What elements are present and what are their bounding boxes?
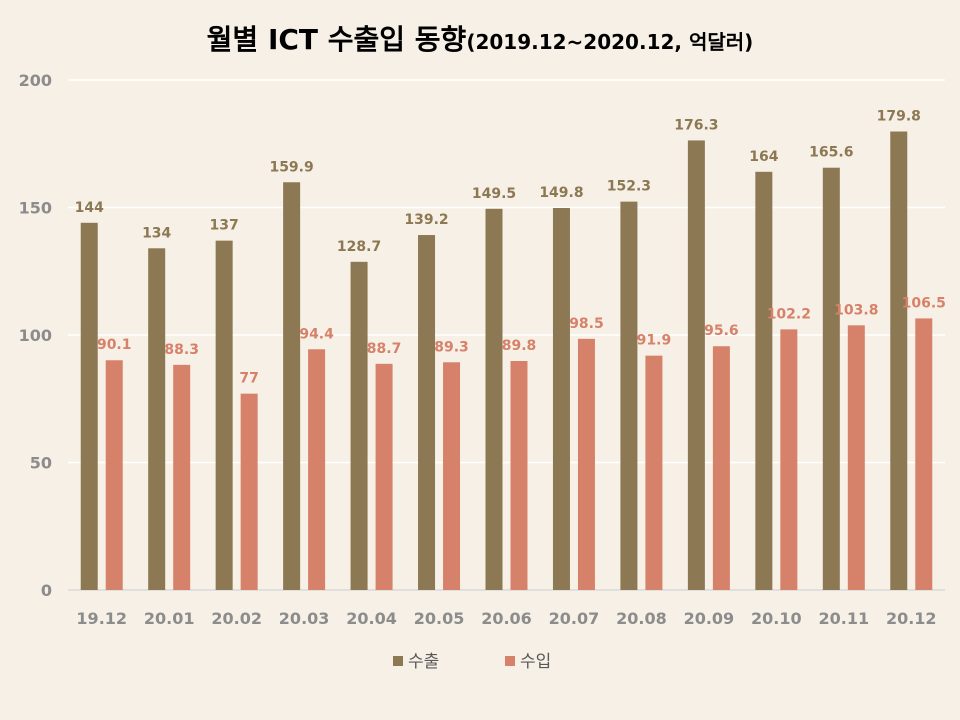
x-tick-label: 20.01 xyxy=(144,609,195,628)
bar-import xyxy=(510,361,528,590)
data-label-import: 89.3 xyxy=(434,339,469,355)
data-label-export: 165.6 xyxy=(809,145,853,161)
data-label-export: 152.3 xyxy=(607,179,651,195)
bar-export xyxy=(687,140,705,590)
data-label-export: 134 xyxy=(142,225,171,241)
data-label-import: 103.8 xyxy=(834,302,878,318)
data-label-import: 90.1 xyxy=(97,337,132,353)
bar-export xyxy=(485,208,503,590)
bar-export xyxy=(822,167,840,590)
bar-export xyxy=(552,208,570,590)
x-tick-label: 20.11 xyxy=(819,609,870,628)
bar-export xyxy=(148,248,166,591)
data-label-export: 159.9 xyxy=(269,159,313,175)
data-label-export: 149.8 xyxy=(539,185,583,201)
bar-import xyxy=(173,364,191,590)
legend-label-export: 수출 xyxy=(408,652,439,672)
bar-import xyxy=(308,349,326,590)
data-label-export: 176.3 xyxy=(674,117,718,133)
y-tick-label: 0 xyxy=(41,581,52,600)
x-tick-label: 20.03 xyxy=(279,609,330,628)
legend-swatch-import xyxy=(505,656,515,666)
chart-title-sub: (2019.12~2020.12, 억달러) xyxy=(466,30,754,54)
data-label-import: 91.9 xyxy=(637,333,672,349)
bar-import xyxy=(240,393,258,590)
y-tick-label: 100 xyxy=(19,326,52,345)
x-tick-label: 20.07 xyxy=(549,609,600,628)
data-label-import: 89.8 xyxy=(502,338,537,354)
chart-title: 월별 ICT 수출입 동향(2019.12~2020.12, 억달러) xyxy=(0,18,960,58)
data-label-export: 139.2 xyxy=(404,212,448,228)
bar-export xyxy=(620,201,638,590)
data-label-import: 95.6 xyxy=(704,323,739,339)
data-label-import: 94.4 xyxy=(299,326,334,342)
x-tick-label: 20.06 xyxy=(481,609,532,628)
bar-import xyxy=(645,355,663,590)
y-tick-label: 200 xyxy=(19,71,52,90)
data-label-import: 102.2 xyxy=(767,306,811,322)
data-label-import: 106.5 xyxy=(902,295,946,311)
data-label-import: 77 xyxy=(239,371,258,387)
bar-export xyxy=(890,131,908,590)
x-tick-label: 20.08 xyxy=(616,609,667,628)
bar-export xyxy=(283,182,301,590)
data-label-import: 98.5 xyxy=(569,316,604,332)
data-label-import: 88.7 xyxy=(367,341,402,357)
data-label-export: 149.5 xyxy=(472,186,516,202)
bar-import xyxy=(915,318,933,590)
data-label-export: 164 xyxy=(749,149,778,165)
bar-import xyxy=(847,325,865,590)
chart-title-main: 월별 ICT 수출입 동향 xyxy=(206,23,467,56)
bar-import xyxy=(375,363,393,590)
bar-export xyxy=(418,235,436,591)
legend-swatch-export xyxy=(393,656,403,666)
bar-import xyxy=(780,329,798,590)
x-tick-label: 20.04 xyxy=(346,609,397,628)
x-tick-label: 19.12 xyxy=(76,609,127,628)
bar-export xyxy=(80,222,98,591)
bar-import xyxy=(577,338,595,590)
x-tick-label: 20.05 xyxy=(414,609,465,628)
bar-export xyxy=(755,171,773,591)
y-tick-label: 50 xyxy=(30,454,52,473)
bar-export xyxy=(215,240,233,590)
x-tick-label: 20.09 xyxy=(684,609,735,628)
x-tick-label: 20.12 xyxy=(886,609,937,628)
bar-export xyxy=(350,261,368,590)
bar-import xyxy=(443,362,461,590)
data-label-import: 88.3 xyxy=(164,342,199,358)
bar-import xyxy=(105,360,123,590)
data-label-export: 179.8 xyxy=(877,109,921,125)
data-label-export: 137 xyxy=(210,218,239,234)
x-tick-label: 20.10 xyxy=(751,609,802,628)
bar-import xyxy=(712,346,730,590)
data-label-export: 128.7 xyxy=(337,239,381,255)
x-tick-label: 20.02 xyxy=(211,609,262,628)
y-tick-label: 150 xyxy=(19,199,52,218)
data-label-export: 144 xyxy=(75,200,104,216)
legend-label-import: 수입 xyxy=(520,652,551,672)
